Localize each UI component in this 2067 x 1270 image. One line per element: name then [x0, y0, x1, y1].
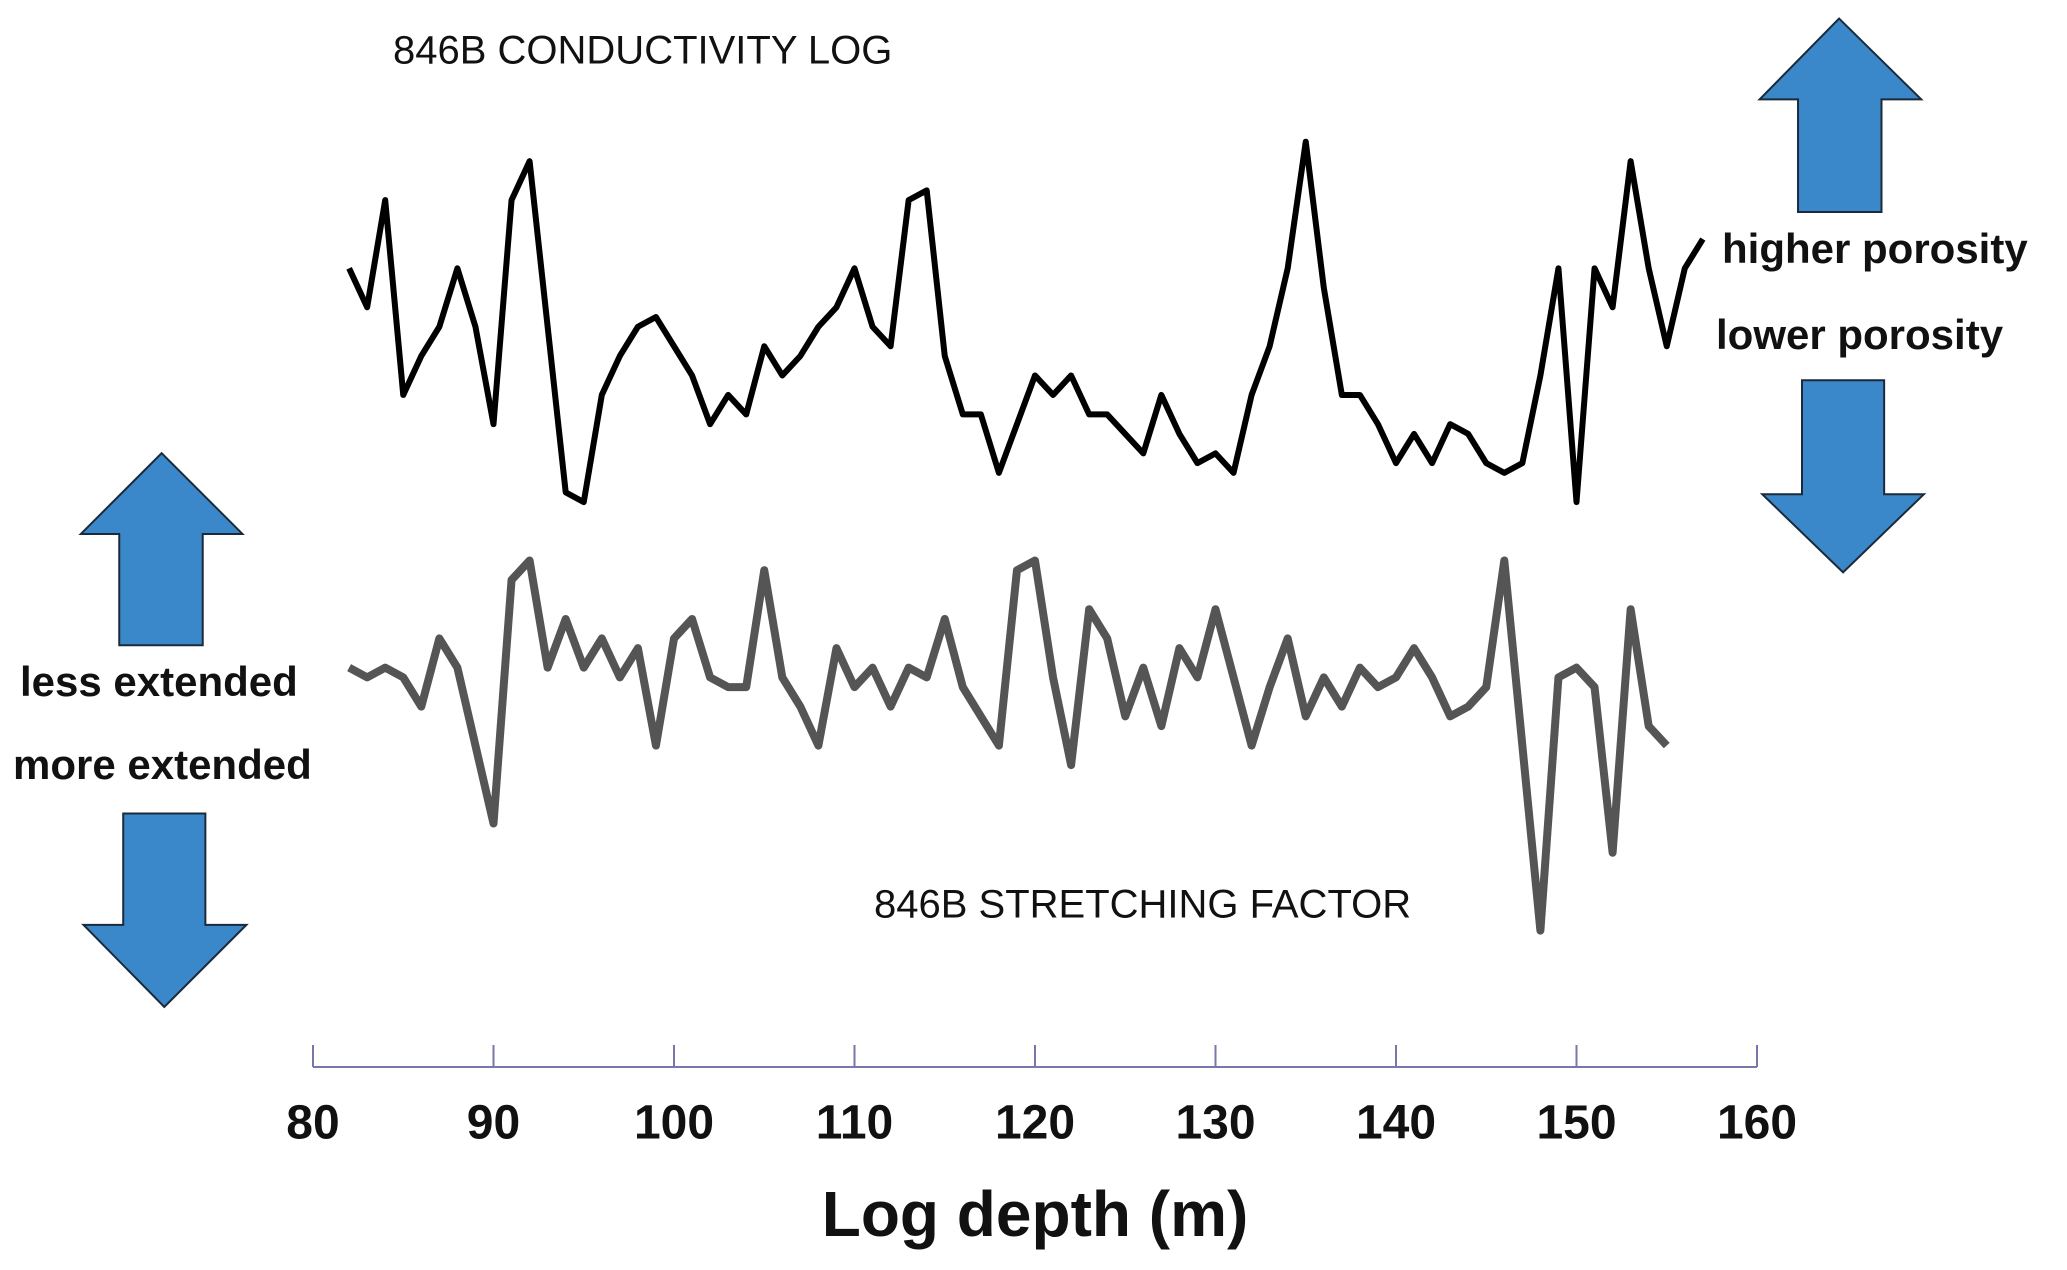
x-tick-label: 130	[1175, 1097, 1255, 1150]
x-axis-label: Log depth (m)	[822, 1178, 1249, 1250]
x-tick-label: 100	[634, 1097, 714, 1150]
annotation: higher porosity	[1722, 225, 2028, 272]
x-tick-label: 80	[286, 1097, 339, 1150]
arrow-up	[1757, 17, 1924, 213]
arrow-up	[78, 451, 245, 647]
x-tick-label: 120	[995, 1097, 1075, 1150]
arrow-down	[1759, 379, 1927, 574]
annotation: less extended	[20, 658, 298, 705]
x-tick-label: 140	[1356, 1097, 1436, 1150]
x-tick-label: 160	[1717, 1097, 1797, 1150]
annotation: lower porosity	[1716, 311, 2004, 358]
chart-title: 846B CONDUCTIVITY LOG	[393, 29, 892, 73]
line-series	[347, 556, 1670, 935]
arrow-down	[81, 812, 249, 1009]
x-tick-label: 90	[467, 1097, 520, 1150]
x-tick-label: 110	[816, 1097, 893, 1150]
x-tick-label: 150	[1536, 1097, 1616, 1150]
line-series	[346, 138, 1706, 506]
annotation: more extended	[13, 741, 312, 788]
arrows	[78, 17, 1927, 1009]
annotation: 846B STRETCHING FACTOR	[874, 883, 1411, 927]
